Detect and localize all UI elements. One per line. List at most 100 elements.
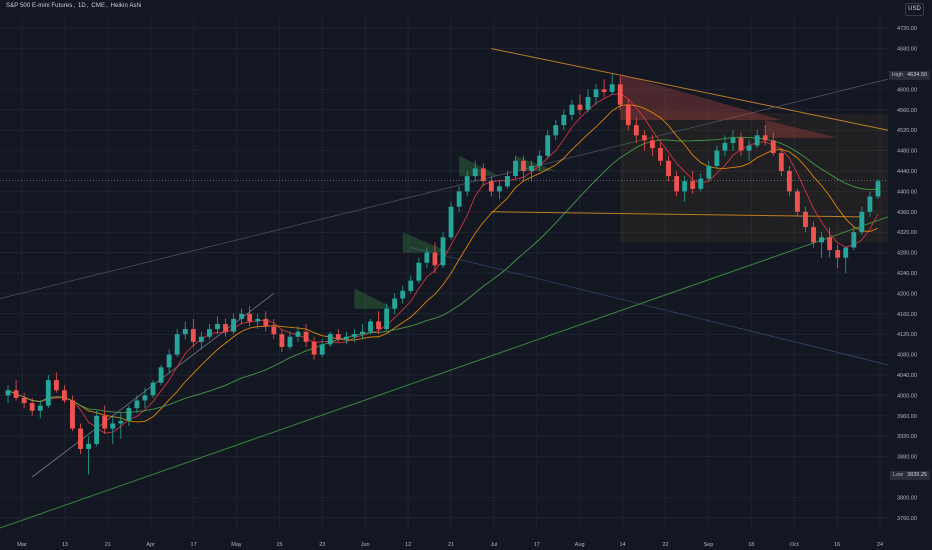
candle-body (102, 415, 108, 429)
candle-body (45, 380, 51, 406)
y-tick-label: 4720.00 (897, 26, 917, 32)
candle-body (867, 196, 873, 212)
x-tick-label: Sep (704, 542, 714, 548)
candle-body (198, 336, 204, 342)
candle-body (424, 252, 430, 263)
candle-body (126, 408, 132, 421)
candle-body (263, 318, 269, 327)
candle-body (53, 380, 59, 391)
y-tick-label: 4280.00 (897, 251, 917, 257)
candle-body (529, 165, 535, 171)
candle-body (400, 290, 406, 299)
candle-body (811, 227, 816, 243)
candle-body (625, 104, 631, 126)
candle-body (472, 168, 478, 177)
candle-body (271, 326, 277, 335)
candle-body (158, 367, 164, 383)
candle-body (190, 329, 196, 342)
x-tick-label: 12 (405, 542, 411, 548)
candle-body (247, 313, 253, 322)
x-tick-label: 14 (620, 542, 626, 548)
bear-triangle (765, 120, 838, 138)
y-tick-label: 4120.00 (897, 332, 917, 338)
x-tick-label: 17 (534, 542, 540, 548)
candle-body (5, 390, 11, 396)
descending-line (410, 247, 889, 366)
y-tick-label: 4240.00 (897, 271, 917, 277)
exchange: CME (91, 3, 106, 9)
candle-body (722, 142, 728, 151)
timeframe[interactable]: 1D (78, 3, 86, 9)
y-tick-label: 4360.00 (897, 210, 917, 216)
x-tick-label: Jun (361, 542, 370, 548)
bear-triangle (620, 74, 782, 120)
candle-body (78, 428, 83, 449)
x-tick-label: Jul (490, 542, 497, 548)
y-tick-label: 3760.00 (897, 516, 917, 522)
y-tick-label: 3920.00 (897, 434, 917, 440)
y-tick-label: 4480.00 (897, 149, 917, 155)
candle-body (134, 400, 140, 409)
candle-body (875, 181, 881, 197)
currency-button[interactable]: USD (905, 3, 924, 16)
candle-body (231, 318, 236, 332)
candle-body (496, 186, 502, 192)
candle-body (384, 308, 390, 330)
candle-body (770, 140, 776, 154)
candle-body (311, 341, 317, 355)
y-tick-label: 4560.00 (897, 108, 917, 114)
candle-body (142, 395, 148, 401)
candle-body (674, 176, 680, 192)
chart-style[interactable]: Heikin Ashi (110, 3, 142, 9)
candle-body (480, 168, 486, 182)
candle-body (303, 331, 309, 342)
candle-body (29, 403, 35, 411)
candle-body (456, 191, 462, 207)
candle-body (376, 321, 381, 330)
candle-body (351, 334, 357, 337)
candle-body (650, 140, 655, 149)
bull-triangle (354, 288, 395, 309)
candle-body (295, 331, 301, 337)
candle-body (730, 137, 736, 143)
candle-body (110, 423, 116, 429)
y-tick-label: 4680.00 (897, 47, 917, 53)
y-tick-label: 4520.00 (897, 128, 917, 134)
candle-body (803, 211, 808, 228)
candle-body (416, 262, 422, 281)
candle-body (617, 84, 623, 105)
symbol-name[interactable]: S&P 500 E-mini Futures (6, 3, 73, 9)
y-tick-label: 3960.00 (897, 414, 917, 420)
candle-body (714, 150, 720, 166)
candle-body (593, 89, 599, 98)
candle-body (206, 329, 212, 337)
candle-body (182, 329, 188, 335)
y-tick-label: 4080.00 (897, 353, 917, 359)
x-tick-label: Oct (790, 542, 799, 548)
y-tick-label: 4440.00 (897, 169, 917, 175)
candle-body (432, 252, 438, 266)
candle-body (319, 344, 325, 355)
y-tick-label: 3800.00 (897, 495, 917, 501)
candle-body (754, 135, 760, 146)
candle-body (851, 232, 857, 248)
candle-body (561, 114, 567, 126)
x-tick-label: 23 (319, 542, 325, 548)
candle-body (37, 405, 43, 411)
x-tick-label: May (231, 542, 242, 548)
candle-body (690, 181, 696, 189)
candle-body (585, 97, 591, 110)
candle-body (327, 334, 333, 345)
candle-body (827, 237, 833, 251)
chart-header: S&P 500 E-mini Futures, 1D, CME, Heikin … (6, 3, 142, 9)
x-tick-label: 21 (105, 542, 111, 548)
candle-body (521, 160, 526, 171)
y-tick-label: 4600.00 (897, 87, 917, 93)
candle-body (666, 160, 671, 177)
candle-body (843, 247, 849, 258)
bull-triangle (459, 155, 500, 177)
candle-body (223, 324, 228, 332)
candle-body (553, 125, 559, 136)
